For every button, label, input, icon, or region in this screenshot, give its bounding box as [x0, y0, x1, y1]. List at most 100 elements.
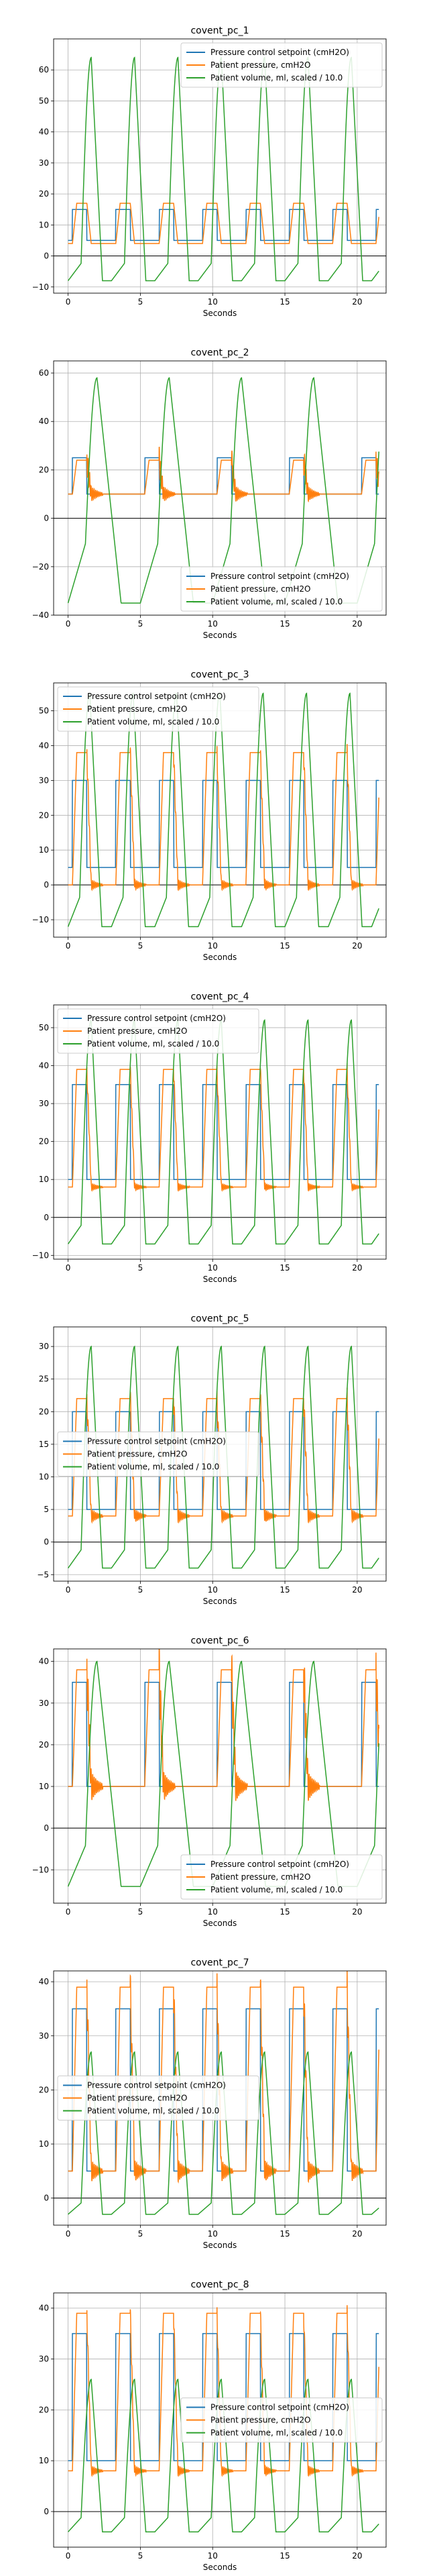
x-tick-label: 10	[208, 619, 218, 629]
x-tick-label: 15	[280, 2229, 290, 2239]
chart-title: covent_pc_5	[190, 1313, 249, 1324]
x-tick-label: 0	[66, 1263, 71, 1273]
y-tick-label: −10	[32, 282, 49, 292]
legend-label: Pressure control setpoint (cmH2O)	[87, 1014, 226, 1023]
legend-label: Pressure control setpoint (cmH2O)	[87, 692, 226, 701]
x-tick-label: 5	[138, 297, 143, 307]
y-tick-label: 40	[39, 1977, 49, 1986]
axes-frame	[53, 1970, 387, 2226]
series-line-setpoint	[68, 780, 379, 868]
series-line-volume	[67, 1345, 379, 1569]
y-tick-label: 0	[44, 880, 49, 890]
y-tick-label: 60	[39, 368, 49, 378]
legend-label: Patient pressure, cmH2O	[87, 704, 187, 714]
axes-frame	[53, 2292, 387, 2548]
legend-label: Patient pressure, cmH2O	[210, 60, 310, 70]
y-tick-label: 40	[39, 127, 49, 137]
chart-panel: covent_pc_6 0 5 10 15 20 −10 0 10 20 30 40 Seconds Pr…	[32, 1635, 387, 1928]
legend-label: Pressure control setpoint (cmH2O)	[87, 1437, 226, 1446]
chart-title: covent_pc_2	[190, 347, 249, 358]
y-tick-label: 0	[44, 1213, 49, 1222]
y-tick-label: −5	[37, 1570, 49, 1579]
chart-title: covent_pc_7	[190, 1957, 249, 1968]
x-tick-label: 0	[66, 297, 71, 307]
chart-panel: covent_pc_1 0 5 10 15 20 −10 0 10 20 30 40 50 60 Secon…	[32, 25, 387, 318]
y-tick-label: −20	[32, 562, 49, 572]
y-tick-label: 40	[39, 417, 49, 426]
legend-label: Pressure control setpoint (cmH2O)	[210, 2403, 349, 2412]
x-axis-label: Seconds	[203, 309, 237, 318]
x-tick-label: 20	[352, 297, 362, 307]
y-tick-label: −40	[32, 610, 49, 620]
legend: Pressure control setpoint (cmH2O) Patient…	[180, 2398, 383, 2443]
legend-label: Patient volume, ml, scaled / 10.0	[210, 2428, 343, 2438]
y-tick-label: 15	[39, 1440, 49, 1449]
legend-box	[57, 1008, 259, 1054]
series-line-pressure	[68, 1649, 379, 1801]
axes-frame	[53, 1004, 387, 1260]
legend-label: Patient pressure, cmH2O	[87, 2094, 187, 2103]
y-tick-label: 0	[44, 2507, 49, 2516]
y-tick-label: 30	[39, 1342, 49, 1351]
y-tick-label: 0	[44, 1823, 49, 1833]
x-axis-label: Seconds	[203, 2563, 237, 2572]
axes-frame	[53, 1326, 387, 1582]
legend: Pressure control setpoint (cmH2O) Patient…	[180, 566, 383, 612]
chart-panel: covent_pc_8 0 5 10 15 20 0 10 20 30 40 Seconds Press…	[39, 2279, 387, 2572]
legend-box	[180, 2398, 383, 2443]
x-tick-label: 10	[208, 941, 218, 951]
x-axis-label: Seconds	[203, 1275, 237, 1284]
y-tick-label: 40	[39, 1061, 49, 1071]
legend-label: Pressure control setpoint (cmH2O)	[87, 2081, 226, 2090]
legend: Pressure control setpoint (cmH2O) Patient…	[57, 1008, 259, 1054]
x-tick-label: 10	[208, 2229, 218, 2239]
y-tick-label: 20	[39, 810, 49, 820]
axes-frame	[53, 38, 387, 294]
legend-label: Patient volume, ml, scaled / 10.0	[87, 2106, 219, 2116]
legend: Pressure control setpoint (cmH2O) Patient…	[57, 686, 259, 732]
x-tick-label: 20	[352, 1585, 362, 1595]
legend-label: Pressure control setpoint (cmH2O)	[210, 48, 349, 57]
x-tick-label: 5	[138, 1263, 143, 1273]
y-tick-label: 10	[39, 2139, 49, 2149]
legend-box	[180, 1854, 383, 1900]
x-tick-label: 20	[352, 619, 362, 629]
y-tick-label: 50	[39, 706, 49, 716]
x-tick-label: 5	[138, 2551, 143, 2561]
x-tick-label: 0	[66, 2551, 71, 2561]
series-line-pressure	[68, 1971, 379, 2184]
series-line-pressure	[68, 446, 379, 502]
x-axis-label: Seconds	[203, 2241, 237, 2250]
x-tick-label: 0	[66, 619, 71, 629]
series-line-pressure	[68, 1387, 379, 1524]
legend-label: Patient pressure, cmH2O	[210, 2416, 310, 2425]
x-tick-label: 10	[208, 1585, 218, 1595]
y-tick-label: −10	[32, 1865, 49, 1874]
x-tick-label: 20	[352, 1263, 362, 1273]
y-tick-label: 50	[39, 1023, 49, 1032]
series-line-volume	[67, 1660, 379, 1887]
x-tick-label: 0	[66, 941, 71, 951]
chart-title: covent_pc_3	[190, 669, 249, 680]
x-tick-label: 10	[208, 1263, 218, 1273]
legend-label: Patient volume, ml, scaled / 10.0	[87, 1039, 219, 1049]
axes-frame	[53, 682, 387, 938]
y-tick-label: 0	[44, 514, 49, 523]
y-tick-label: 0	[44, 2194, 49, 2203]
chart-panel: covent_pc_7 0 5 10 15 20 0 10 20 30 40 Seconds Press…	[39, 1957, 387, 2250]
chart-panel: covent_pc_5 0 5 10 15 20 −5 0 5 10 15 20 25 30 Seconds…	[37, 1313, 387, 1606]
x-tick-label: 15	[280, 297, 290, 307]
legend-label: Patient pressure, cmH2O	[87, 1026, 187, 1036]
y-tick-label: 5	[44, 1505, 49, 1514]
x-tick-label: 5	[138, 1585, 143, 1595]
legend: Pressure control setpoint (cmH2O) Patient…	[180, 1854, 383, 1900]
legend-label: Patient volume, ml, scaled / 10.0	[210, 1885, 343, 1894]
y-tick-label: 10	[39, 1472, 49, 1482]
y-tick-label: 30	[39, 2355, 49, 2364]
y-tick-label: 20	[39, 465, 49, 474]
chart-panel: covent_pc_2 0 5 10 15 20 −40 −20 0 20 40 60 Seconds P…	[32, 347, 387, 640]
series-line-volume	[67, 377, 379, 604]
x-tick-label: 0	[66, 2229, 71, 2239]
legend-label: Patient volume, ml, scaled / 10.0	[210, 73, 343, 83]
